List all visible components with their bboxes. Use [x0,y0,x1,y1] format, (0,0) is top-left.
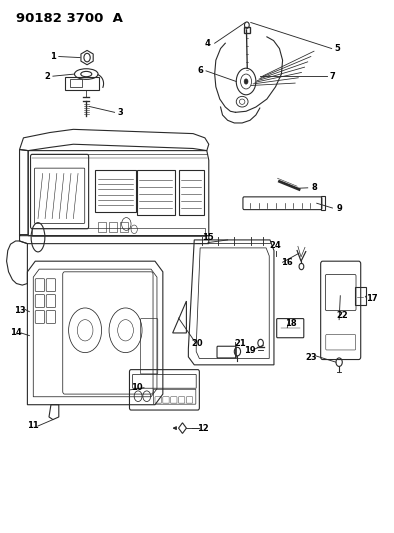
Text: 4: 4 [205,39,211,48]
Text: 2: 2 [44,71,50,80]
Text: 9: 9 [336,204,342,213]
Text: 19: 19 [244,346,256,355]
Text: 1: 1 [50,52,56,61]
Text: 17: 17 [366,294,377,303]
Text: 7: 7 [329,71,335,80]
Text: 5: 5 [335,44,340,53]
Circle shape [244,79,248,84]
Text: 24: 24 [269,241,281,250]
Text: 11: 11 [27,422,39,431]
Text: 15: 15 [202,233,214,242]
Text: 20: 20 [191,339,203,348]
Text: 3: 3 [117,108,123,117]
Text: 18: 18 [284,319,296,328]
Text: 16: 16 [281,258,293,266]
Text: 13: 13 [14,305,25,314]
Text: 22: 22 [336,311,348,320]
Text: 8: 8 [311,183,317,192]
Text: 14: 14 [11,328,22,337]
Text: 10: 10 [132,383,143,392]
Text: 12: 12 [197,424,209,433]
Text: 90182 3700  A: 90182 3700 A [17,12,123,26]
Text: 21: 21 [234,339,246,348]
Text: 23: 23 [305,353,317,362]
Text: 6: 6 [197,67,203,75]
